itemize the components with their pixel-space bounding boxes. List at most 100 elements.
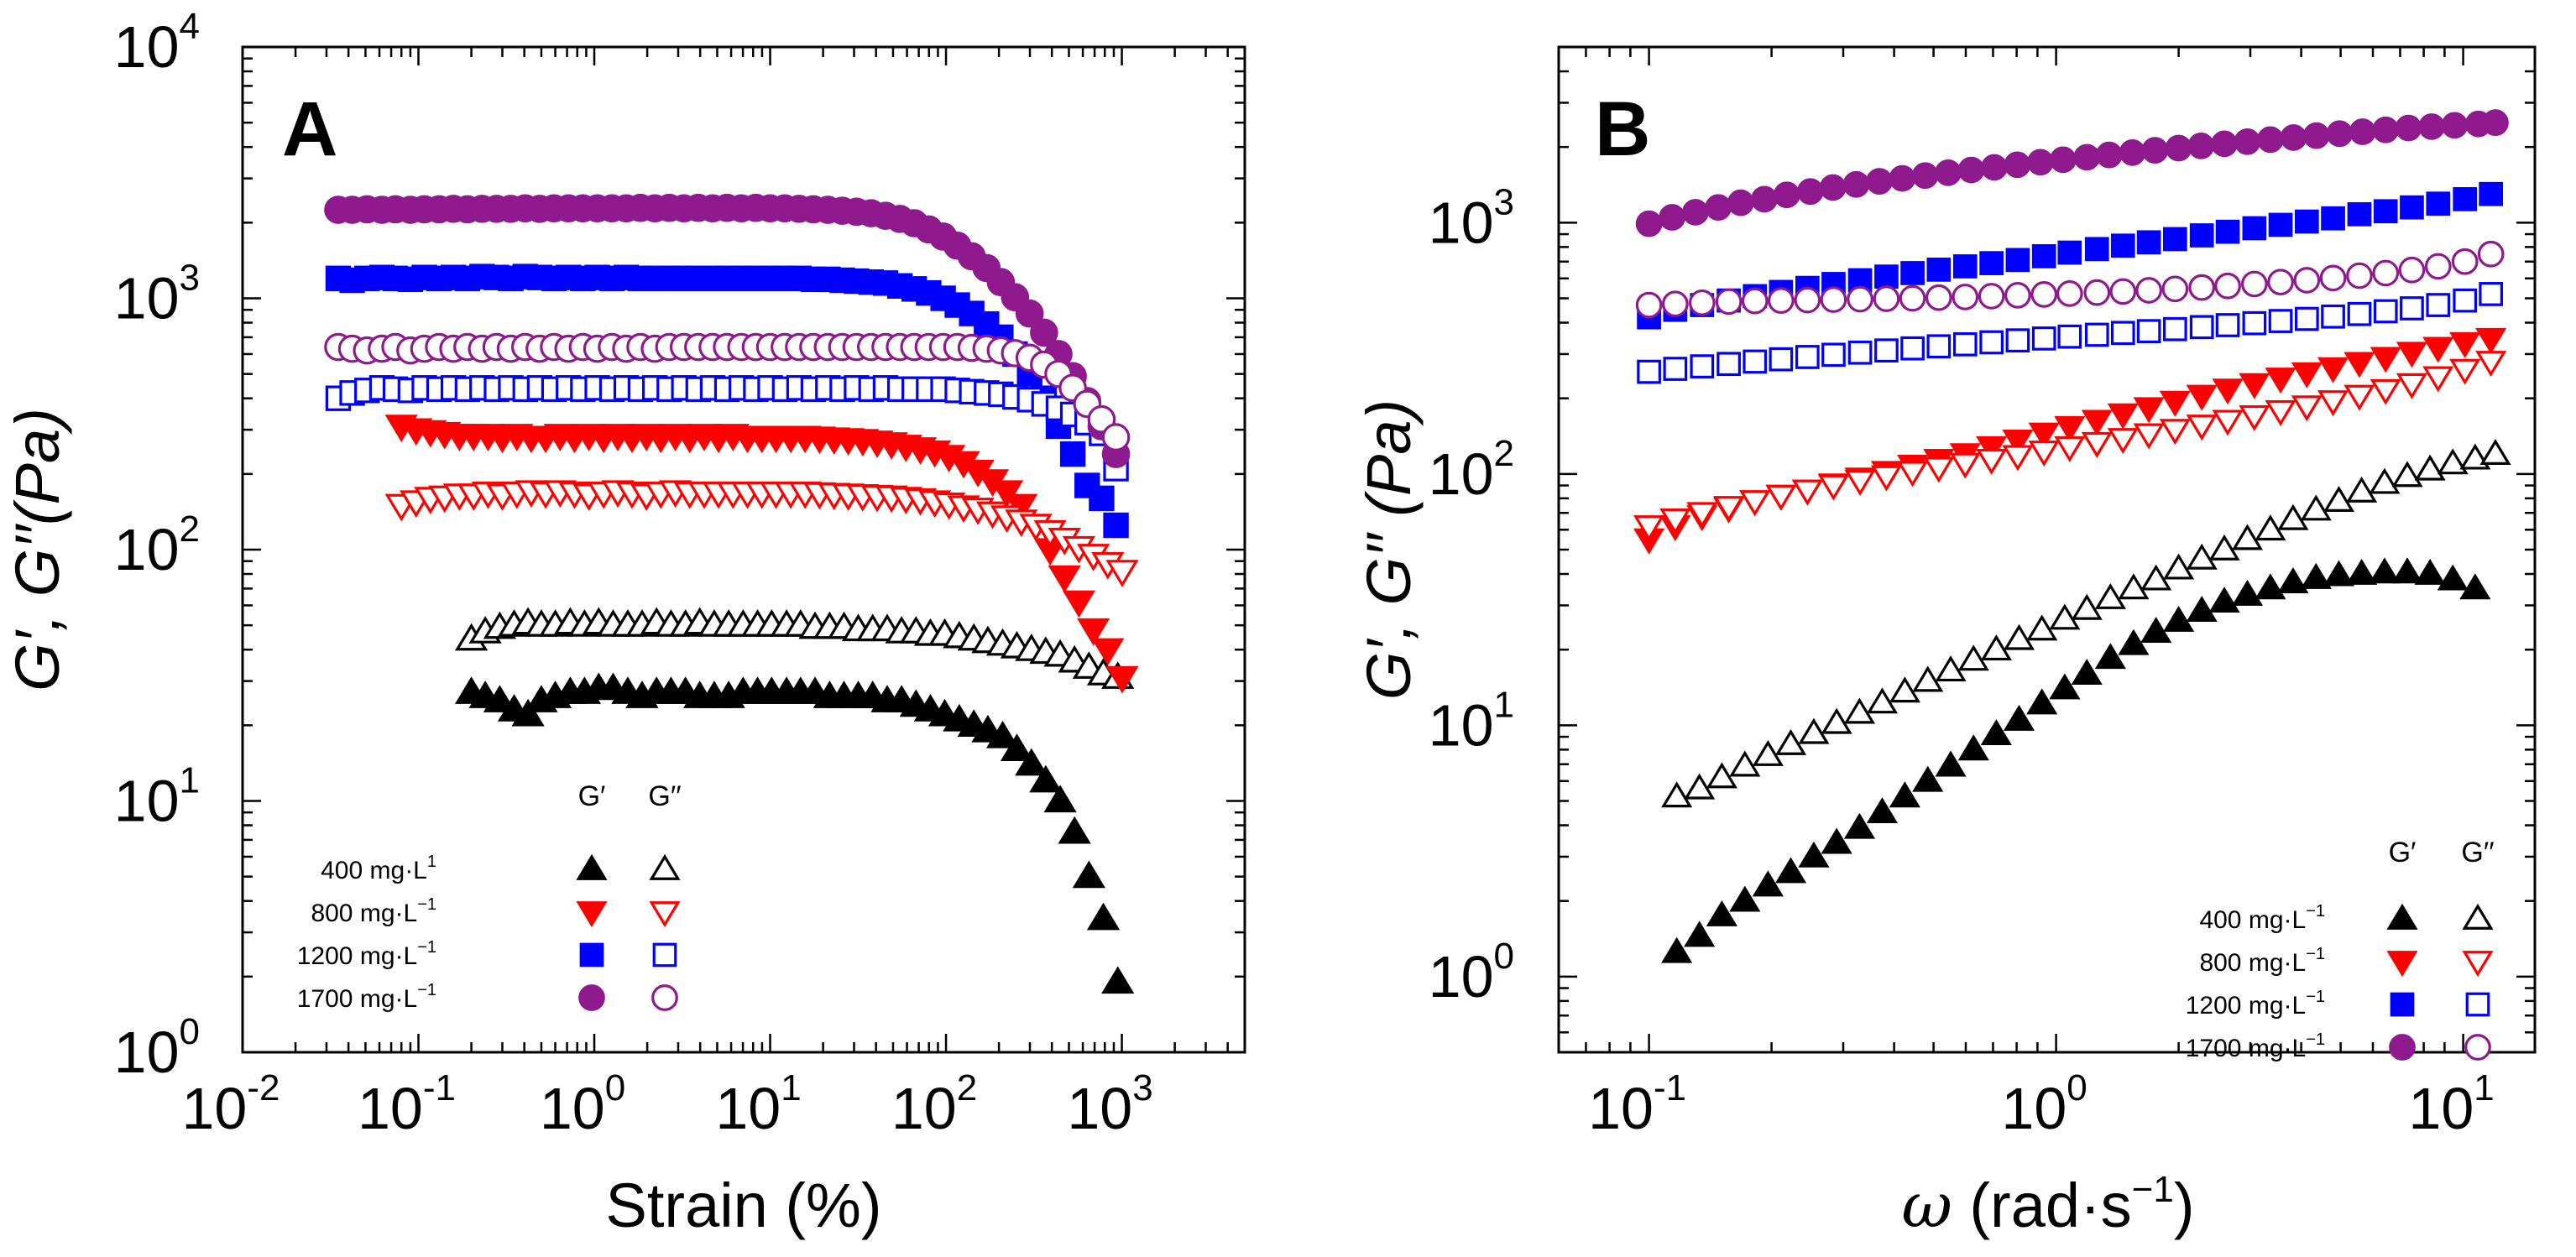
data-point: [1952, 254, 1978, 279]
data-point: [2398, 256, 2426, 284]
data-point: [2317, 390, 2349, 417]
data-point: [2071, 659, 2103, 686]
data-point: [2110, 233, 2135, 258]
series-1700-mg-l-1-g-: [324, 193, 1131, 468]
data-point: [1635, 210, 1663, 237]
y-tick-label: 103: [1429, 181, 1514, 255]
data-point: [2424, 253, 2452, 280]
data-point: [2422, 336, 2454, 363]
data-point: [2028, 441, 2060, 467]
data-point: [1105, 560, 1139, 587]
data-point: [2159, 390, 2191, 417]
y-tick-label: 101: [1429, 684, 1514, 758]
data-point: [1798, 717, 1830, 744]
legend-label: 1700 mg·L−1: [2186, 1030, 2325, 1062]
data-point: [1911, 162, 1939, 190]
data-point: [2373, 299, 2398, 324]
data-point: [1976, 436, 2008, 462]
data-point: [1949, 452, 1981, 479]
data-point: [1843, 812, 1876, 839]
data-point: [2346, 262, 2373, 289]
data-point: [1821, 707, 1852, 734]
legend-marker-gdoubleprime: [2462, 903, 2494, 930]
data-point: [1873, 285, 1900, 312]
series-400-mg-l-1-g-: [1661, 439, 2511, 808]
data-point: [1899, 284, 1926, 312]
y-tick-label: 101: [114, 760, 200, 834]
data-point: [2241, 270, 2268, 298]
data-point: [2056, 280, 2083, 307]
series-400-mg-l-1-g-: [1661, 557, 2491, 963]
data-point: [1661, 936, 1693, 963]
data-point: [1682, 199, 1709, 226]
data-point: [1659, 204, 1686, 231]
legend-header-gprime: G′: [578, 780, 606, 812]
data-point: [1688, 289, 1716, 316]
data-point: [1957, 644, 1989, 671]
data-point: [2073, 143, 2101, 171]
series-400-mg-l-1-g-: [454, 607, 1135, 689]
data-point: [1101, 966, 1135, 994]
data-point: [2294, 209, 2319, 234]
legend-label: 800 mg·L−1: [311, 895, 436, 927]
series-800-mg-l-1-g-: [384, 415, 1139, 694]
data-point: [2133, 423, 2165, 450]
data-point: [1015, 748, 1048, 776]
data-point: [2119, 139, 2146, 166]
data-point: [1729, 885, 1761, 912]
y-tick-label: 102: [1429, 433, 1514, 507]
data-point: [1029, 764, 1063, 793]
data-point: [2317, 357, 2349, 383]
panel-a: 10-2 10-1 100 101 102 103 100 101 102 103 104 A Stra…: [3, 6, 1246, 1240]
y-tick-label: 103: [114, 258, 200, 331]
data-point: [2453, 187, 2478, 211]
data-point: [2136, 230, 2161, 255]
data-point: [1062, 590, 1096, 618]
data-point: [2049, 673, 2081, 700]
data-point: [2030, 281, 2058, 308]
series-1200-mg-l-1-g-: [1637, 282, 2504, 384]
data-point: [2441, 112, 2469, 139]
tick-marks: [1557, 45, 2535, 1054]
legend-marker-gdoubleprime: [651, 984, 678, 1011]
legend-label: 1700 mg·L−1: [297, 981, 436, 1013]
x-axis-label: ω (rad·s−1): [1902, 1169, 2195, 1242]
data-point: [1103, 512, 1129, 539]
data-point: [1847, 285, 1873, 313]
legend: G′ G′′ 400 mg·L1 800 mg·L−1 1200 mg·L−1 1700 …: [297, 780, 682, 1013]
data-point: [1796, 178, 1824, 206]
data-point: [2291, 362, 2323, 389]
data-point: [2268, 309, 2293, 333]
data-point: [1716, 352, 1741, 377]
legend-header-gdoubleprime: G′′: [648, 780, 681, 812]
data-point: [2277, 567, 2309, 594]
data-point: [2373, 199, 2398, 224]
data-point: [2257, 126, 2284, 154]
x-tick-label: 100: [540, 1067, 625, 1141]
panel-b: 10-1 100 101 100 101 102 103 Bω (rad·s−1) G′, G′…: [1354, 45, 2537, 1242]
data-point: [2159, 419, 2191, 446]
data-point: [2400, 195, 2424, 220]
data-point: [2107, 428, 2139, 455]
legend-marker-gprime: [576, 853, 608, 880]
data-point: [1957, 156, 1985, 184]
data-point: [2479, 181, 2504, 206]
data-point: [2265, 399, 2296, 426]
data-point: [1980, 719, 2012, 746]
data-point: [2081, 409, 2113, 436]
series-1700-mg-l-1-g-: [1635, 109, 2509, 237]
data-point: [2003, 623, 2035, 650]
legend-marker-gprime: [578, 984, 605, 1011]
data-point: [1897, 461, 1929, 488]
data-point: [2293, 267, 2321, 294]
data-point: [2028, 422, 2060, 449]
data-point: [2437, 564, 2469, 591]
series-800-mg-l-1-g-: [384, 480, 1139, 587]
data-point: [2054, 436, 2086, 462]
data-point: [2215, 313, 2240, 337]
data-point: [2214, 272, 2241, 300]
data-point: [2057, 324, 2082, 349]
y-tick-label: 102: [114, 509, 200, 582]
data-point: [1091, 638, 1125, 666]
data-point: [1795, 345, 1820, 369]
